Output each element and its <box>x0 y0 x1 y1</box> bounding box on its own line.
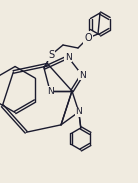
Text: N: N <box>75 107 82 116</box>
Text: O: O <box>84 33 92 43</box>
Text: N: N <box>47 87 53 96</box>
Text: N: N <box>65 53 71 61</box>
Text: N: N <box>79 70 85 79</box>
Text: S: S <box>48 50 54 60</box>
